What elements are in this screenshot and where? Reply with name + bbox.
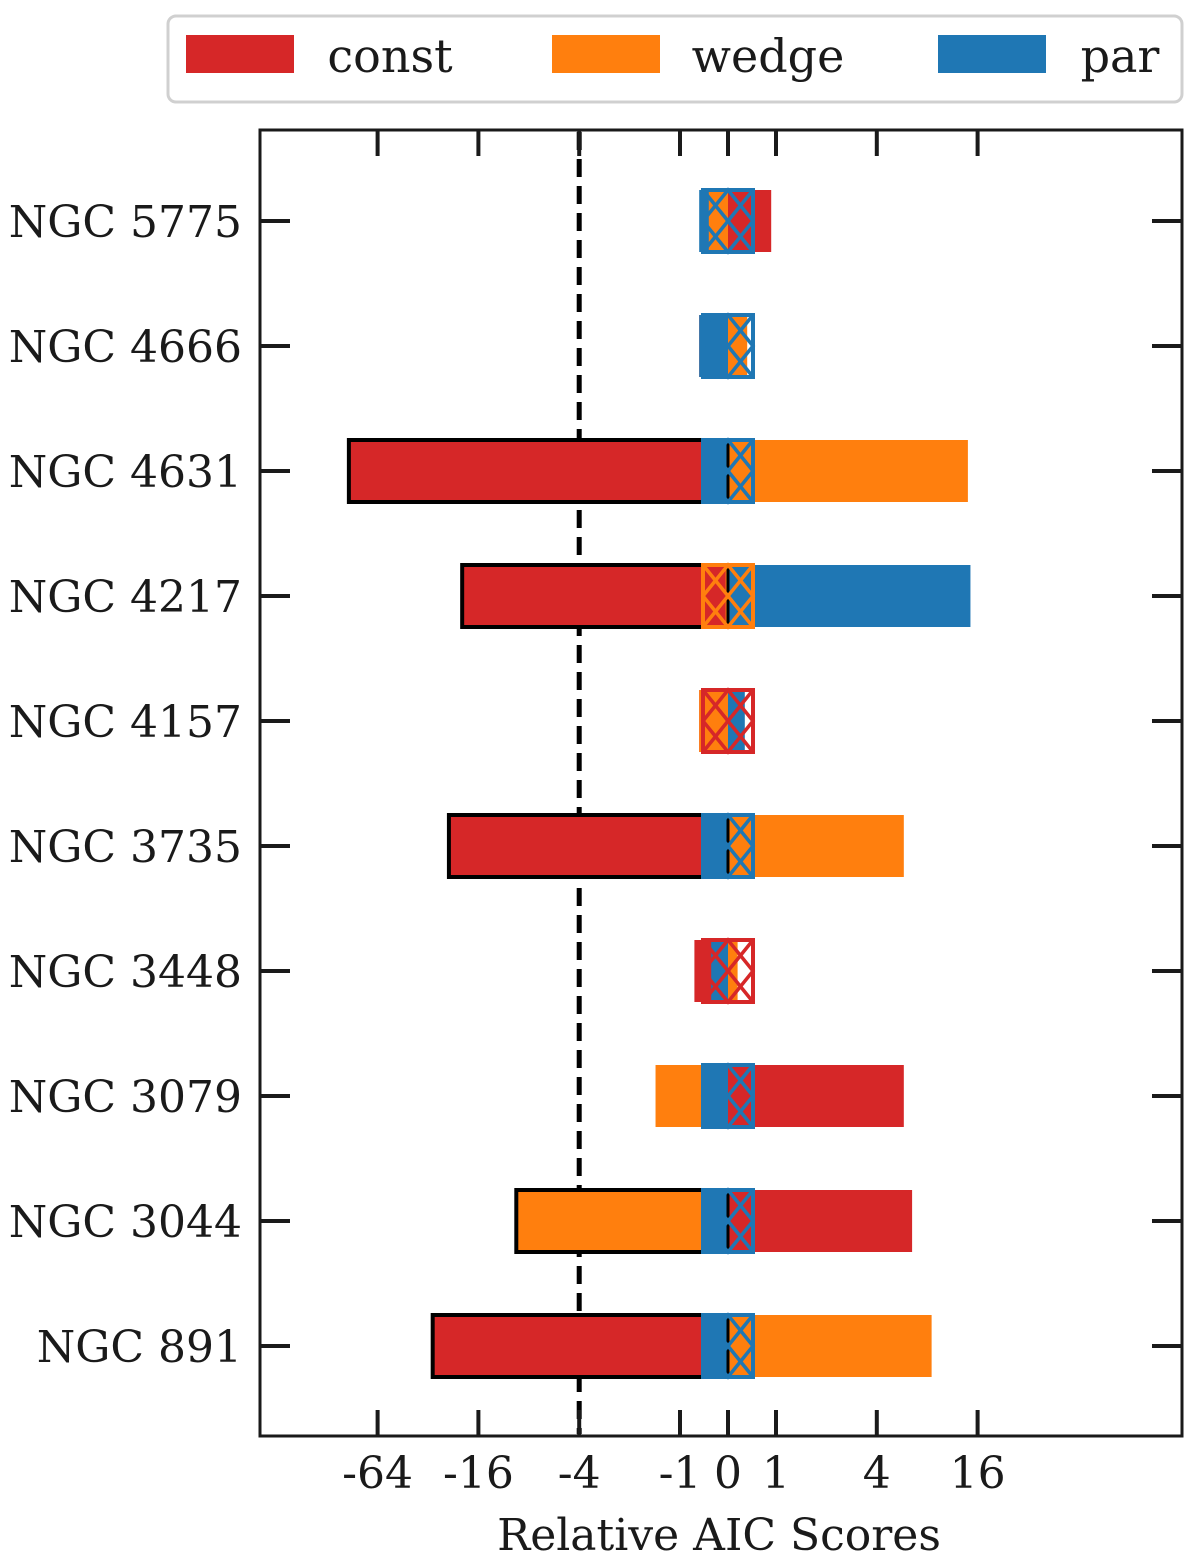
bar-ngc-4217-const [462, 565, 728, 627]
preferred-marker-ngc-4157 [700, 687, 756, 755]
y-tick-label: NGC 3448 [9, 947, 242, 998]
legend-swatch-const [186, 35, 294, 73]
y-tick-label: NGC 3044 [9, 1197, 242, 1248]
bar-ngc-3079-const [728, 1065, 904, 1127]
bar-ngc-3044-par [704, 1190, 728, 1252]
bar-ngc-891-par [704, 1315, 728, 1377]
bar-ngc-4217-par [728, 565, 971, 627]
bar-ngc-3735-par [704, 815, 728, 877]
ticks-layer: NGC 5775 NGC 4666 NGC 4631 NGC 4217 NGC 4157… [9, 130, 1182, 1499]
bar-ngc-3044-wedge [516, 1190, 728, 1252]
row-ngc-5775 [699, 187, 772, 255]
preferred-marker-ngc-4666 [700, 312, 756, 380]
bar-ngc-3044-const [728, 1190, 913, 1252]
bar-ngc-891-const [432, 1315, 728, 1377]
legend-swatch-par [938, 35, 1046, 73]
bar-ngc-4631-const [348, 440, 728, 502]
row-ngc-4666 [699, 312, 756, 380]
legend-item-wedge: wedge [552, 29, 844, 83]
row-ngc-4631 [346, 437, 968, 505]
row-ngc-3079 [655, 1062, 904, 1130]
legend-swatch-wedge [552, 35, 660, 73]
bar-ngc-4631-wedge [728, 440, 968, 502]
legend-label-const: const [327, 29, 453, 83]
row-ngc-4157 [699, 687, 756, 755]
y-tick-label: NGC 4217 [9, 572, 242, 623]
bar-ngc-3735-const [448, 815, 728, 877]
preferred-marker-ngc-3735 [700, 812, 756, 880]
row-ngc-3735 [446, 812, 904, 880]
bar-ngc-4631-par [704, 440, 728, 502]
x-tick-label: 4 [863, 1448, 891, 1499]
y-tick-label: NGC 5775 [9, 197, 242, 248]
plot-marks [346, 132, 971, 1434]
row-ngc-3044 [514, 1187, 913, 1255]
legend-label-wedge: wedge [692, 29, 845, 83]
legend-frame [166, 14, 1184, 104]
x-axis-label: Relative AIC Scores [497, 1510, 941, 1559]
x-tick-label: 16 [950, 1448, 1006, 1499]
preferred-marker-ngc-4631 [700, 437, 756, 505]
y-tick-label: NGC 4666 [9, 322, 242, 373]
legend-label-par: par [1081, 29, 1160, 83]
preferred-marker-ngc-3044 [700, 1187, 756, 1255]
x-tick-label: -4 [558, 1448, 601, 1499]
x-tick-label: 1 [762, 1448, 790, 1499]
x-tick-label: -64 [342, 1448, 413, 1499]
y-tick-label: NGC 4157 [9, 697, 242, 748]
legend-item-par: par [938, 29, 1159, 83]
preferred-marker-ngc-3079 [700, 1062, 756, 1130]
y-tick-label: NGC 891 [37, 1322, 242, 1373]
y-tick-label: NGC 3079 [9, 1072, 242, 1123]
bar-ngc-3079-par [704, 1065, 728, 1127]
preferred-marker-ngc-5775 [700, 187, 756, 255]
plot-frame [258, 128, 1184, 1438]
legend-item-const: const [186, 29, 453, 83]
legend: const wedge par [166, 14, 1184, 104]
bar-ngc-891-wedge [728, 1315, 932, 1377]
x-tick-label: -1 [659, 1448, 702, 1499]
y-tick-label: NGC 4631 [9, 447, 242, 498]
x-tick-label: 0 [714, 1448, 742, 1499]
row-ngc-3448 [694, 937, 756, 1005]
preferred-marker-ngc-4217 [700, 562, 756, 630]
y-tick-label: NGC 3735 [9, 822, 242, 873]
preferred-marker-ngc-891 [700, 1312, 756, 1380]
row-ngc-4217 [460, 562, 971, 630]
preferred-marker-ngc-3448 [700, 937, 756, 1005]
row-ngc-891 [430, 1312, 932, 1380]
x-tick-label: -16 [443, 1448, 514, 1499]
bar-ngc-3448-wedge [728, 940, 738, 1002]
bar-ngc-3735-wedge [728, 815, 904, 877]
